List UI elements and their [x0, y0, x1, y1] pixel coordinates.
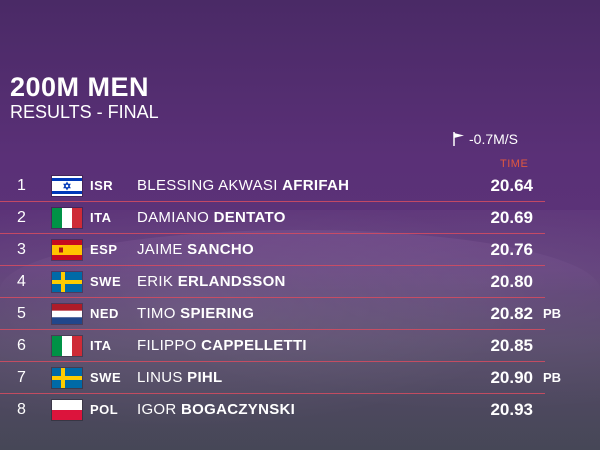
- first-name: JAIME: [137, 241, 183, 258]
- athlete-name: IGOR BOGACZYNSKI: [137, 401, 295, 418]
- rank: 6: [17, 336, 26, 354]
- first-name: ERIK: [137, 273, 174, 290]
- athlete-name: DAMIANO DENTATO: [137, 209, 286, 226]
- results-table: 1 ISR BLESSING AKWASI AFRIFAH 20.64 2 ITA DAMI…: [0, 170, 600, 425]
- athlete-name: ERIK ERLANDSSON: [137, 273, 286, 290]
- result-row: 4 SWE ERIK ERLANDSSON 20.80: [0, 266, 545, 298]
- first-name: TIMO: [137, 305, 176, 322]
- wind-flag-icon: [452, 131, 466, 147]
- country-code: ITA: [90, 210, 112, 225]
- wind-value: -0.7M/S: [469, 131, 519, 147]
- first-name: FILIPPO: [137, 337, 197, 354]
- last-name: CAPPELLETTI: [201, 337, 307, 354]
- ned-flag-icon: [52, 303, 82, 324]
- last-name: BOGACZYNSKI: [181, 401, 296, 418]
- last-name: AFRIFAH: [282, 177, 350, 194]
- result-time: 20.69: [490, 207, 533, 227]
- event-title: 200M MEN: [10, 72, 150, 102]
- first-name: DAMIANO: [137, 209, 210, 226]
- last-name: PIHL: [187, 369, 223, 386]
- result-row: 5 NED TIMO SPIERING 20.82 PB: [0, 298, 561, 330]
- ita-flag-icon: [52, 335, 82, 356]
- first-name: BLESSING AKWASI: [137, 177, 278, 194]
- country-code: ISR: [90, 178, 114, 193]
- result-time: 20.76: [490, 239, 533, 259]
- stadium-background: [0, 210, 600, 450]
- result-time: 20.85: [490, 335, 533, 355]
- first-name: IGOR: [137, 401, 177, 418]
- event-subtitle: RESULTS - FINAL: [10, 102, 159, 122]
- record-note: PB: [543, 306, 562, 321]
- athlete-name: JAIME SANCHO: [137, 241, 254, 258]
- athlete-name: LINUS PIHL: [137, 369, 223, 386]
- esp-flag-icon: [52, 239, 82, 260]
- ita-flag-icon: [52, 207, 82, 228]
- wind-reading: -0.7M/S: [452, 131, 518, 147]
- athlete-name: FILIPPO CAPPELLETTI: [137, 337, 307, 354]
- last-name: SANCHO: [187, 241, 254, 258]
- pol-flag-icon: [52, 399, 82, 420]
- country-code: SWE: [90, 370, 122, 385]
- result-row: 3 ESP JAIME SANCHO 20.76: [0, 234, 545, 266]
- country-code: ESP: [90, 242, 118, 257]
- result-time: 20.82: [490, 303, 533, 323]
- country-code: POL: [90, 402, 119, 417]
- result-time: 20.64: [490, 175, 533, 195]
- rank: 2: [17, 208, 26, 226]
- rank: 7: [17, 368, 26, 386]
- result-row: 6 ITA FILIPPO CAPPELLETTI 20.85: [0, 330, 545, 362]
- rank: 5: [17, 304, 26, 322]
- result-row: 1 ISR BLESSING AKWASI AFRIFAH 20.64: [0, 170, 545, 202]
- last-name: DENTATO: [213, 209, 286, 226]
- time-column-header: TIME: [500, 158, 529, 170]
- rank: 8: [17, 400, 26, 418]
- rank: 4: [17, 272, 26, 290]
- rank: 3: [17, 240, 26, 258]
- last-name: SPIERING: [180, 305, 255, 322]
- last-name: ERLANDSSON: [177, 273, 286, 290]
- result-time: 20.93: [490, 399, 533, 419]
- swe-flag-icon: [52, 367, 82, 388]
- country-code: NED: [90, 306, 119, 321]
- result-row: 2 ITA DAMIANO DENTATO 20.69: [0, 202, 545, 234]
- first-name: LINUS: [137, 369, 183, 386]
- result-time: 20.80: [490, 271, 533, 291]
- isr-flag-icon: [52, 175, 82, 196]
- athlete-name: BLESSING AKWASI AFRIFAH: [137, 177, 349, 194]
- record-note: PB: [543, 370, 562, 385]
- country-code: SWE: [90, 274, 122, 289]
- result-time: 20.90: [490, 367, 533, 387]
- rank: 1: [17, 176, 26, 194]
- result-row: 8 POL IGOR BOGACZYNSKI 20.93: [0, 394, 545, 425]
- result-row: 7 SWE LINUS PIHL 20.90 PB: [0, 362, 561, 394]
- swe-flag-icon: [52, 271, 82, 292]
- athlete-name: TIMO SPIERING: [137, 305, 254, 322]
- country-code: ITA: [90, 338, 112, 353]
